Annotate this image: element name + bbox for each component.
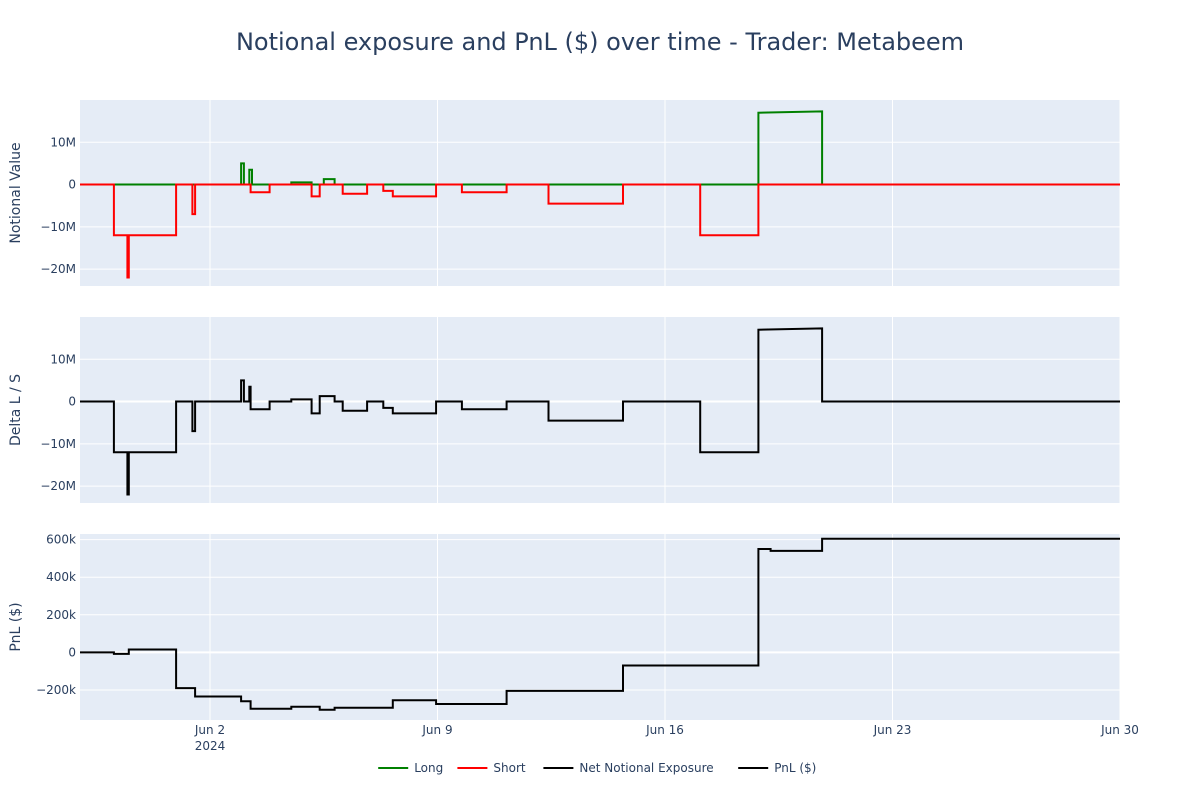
series-line-pnl: [80, 537, 1120, 711]
x-tick-label: Jun 16: [645, 723, 684, 737]
plot-background: [80, 100, 1120, 286]
y-tick-label: −200k: [36, 683, 76, 697]
y-axis-title: Notional Value: [8, 142, 24, 243]
y-axis-title: PnL ($): [8, 602, 24, 651]
legend-item[interactable]: PnL ($): [738, 761, 816, 775]
plot-background: [80, 317, 1120, 503]
y-tick-label: 0: [68, 178, 76, 192]
y-tick-label: −10M: [40, 437, 76, 451]
y-tick-label: 200k: [46, 608, 76, 622]
legend-label: PnL ($): [774, 761, 816, 775]
x-tick-label: Jun 9: [421, 723, 452, 737]
x-tick-sublabel: 2024: [195, 739, 226, 753]
y-tick-label: 0: [68, 645, 76, 659]
chart-title: Notional exposure and PnL ($) over time …: [236, 28, 964, 56]
panel-notional: 10M 0 −10M −20M Notional Value: [8, 100, 1121, 286]
legend-item[interactable]: Short: [457, 761, 526, 775]
x-tick-label: Jun 23: [873, 723, 912, 737]
y-tick-label: 0: [68, 395, 76, 409]
y-tick-label: 600k: [46, 533, 76, 547]
plot-background: [80, 534, 1120, 720]
y-tick-label: 10M: [50, 352, 76, 366]
x-tick-label: Jun 2: [194, 723, 225, 737]
legend: Long Short Net Notional Exposure PnL ($): [378, 761, 816, 775]
series-line-net-notional-exposure: [80, 327, 1120, 496]
y-tick-label: −20M: [40, 262, 76, 276]
y-axis-title: Delta L / S: [8, 374, 24, 446]
legend-label: Long: [414, 761, 443, 775]
series-line-long: [80, 110, 1120, 186]
legend-label: Short: [493, 761, 525, 775]
y-tick-label: 400k: [46, 570, 76, 584]
y-tick-label: −20M: [40, 479, 76, 493]
panel-delta: 10M 0 −10M −20M Delta L / S: [8, 317, 1121, 503]
series-line-short: [80, 183, 1120, 279]
y-tick-label: 10M: [50, 135, 76, 149]
legend-item[interactable]: Long: [378, 761, 443, 775]
legend-label: Net Notional Exposure: [579, 761, 713, 775]
panel-pnl: 600k 400k 200k 0 −200k PnL ($): [8, 533, 1121, 720]
legend-item[interactable]: Net Notional Exposure: [543, 761, 714, 775]
y-tick-label: −10M: [40, 220, 76, 234]
x-tick-label: Jun 30: [1100, 723, 1139, 737]
